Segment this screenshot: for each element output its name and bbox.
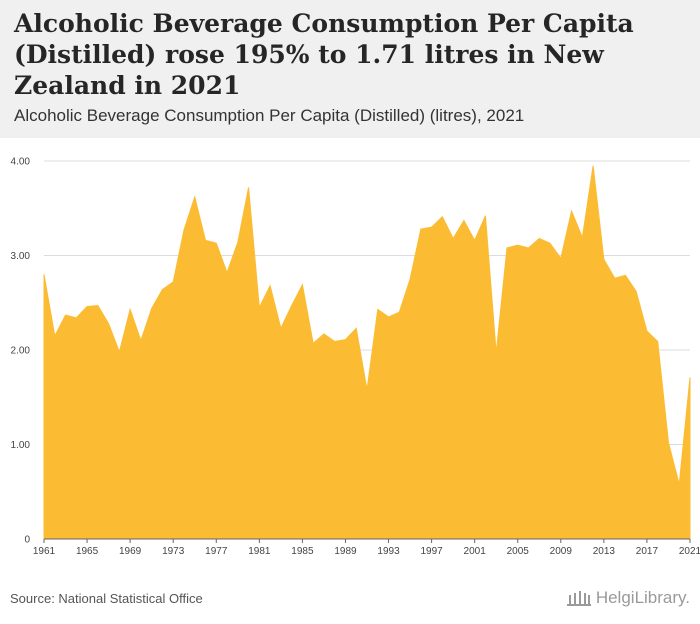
x-tick-label: 1961 [33, 546, 56, 557]
x-tick-label: 1989 [334, 546, 357, 557]
x-tick-label: 2021 [679, 546, 700, 557]
x-tick-label: 1981 [248, 546, 271, 557]
source-note: Source: National Statistical Office [10, 591, 203, 606]
area-series [43, 165, 691, 540]
x-tick-label: 2001 [464, 546, 487, 557]
library-columns-icon [566, 591, 591, 606]
y-tick-label: 4.00 [11, 157, 31, 168]
x-tick-label: 1993 [377, 546, 400, 557]
x-tick-label: 2009 [550, 546, 573, 557]
y-tick-label: 3.00 [11, 251, 31, 262]
x-tick-label: 1985 [291, 546, 314, 557]
chart-subtitle: Alcoholic Beverage Consumption Per Capit… [14, 106, 525, 125]
chart-title: Alcoholic Beverage Consumption Per Capit… [14, 9, 634, 100]
helgi-library-logo: HelgiLibrary. [566, 588, 690, 608]
y-tick-label: 1.00 [11, 440, 31, 451]
x-tick-label: 1969 [119, 546, 142, 557]
x-tick-label: 2013 [593, 546, 616, 557]
area-chart: 0 1.00 2.00 3.00 4.00 1961 1965 1969 1973 1977 198… [11, 157, 700, 558]
x-tick-label: 2005 [507, 546, 530, 557]
x-tick-label: 2017 [636, 546, 659, 557]
brand-name: HelgiLibrary. [595, 588, 690, 607]
x-tick-label: 1965 [76, 546, 99, 557]
chart-header: Alcoholic Beverage Consumption Per Capit… [0, 0, 700, 138]
x-tick-label: 1973 [162, 546, 185, 557]
x-tick-label: 1977 [205, 546, 228, 557]
y-tick-label: 2.00 [11, 346, 31, 357]
y-tick-label: 0 [24, 535, 30, 546]
x-tick-label: 1997 [420, 546, 443, 557]
